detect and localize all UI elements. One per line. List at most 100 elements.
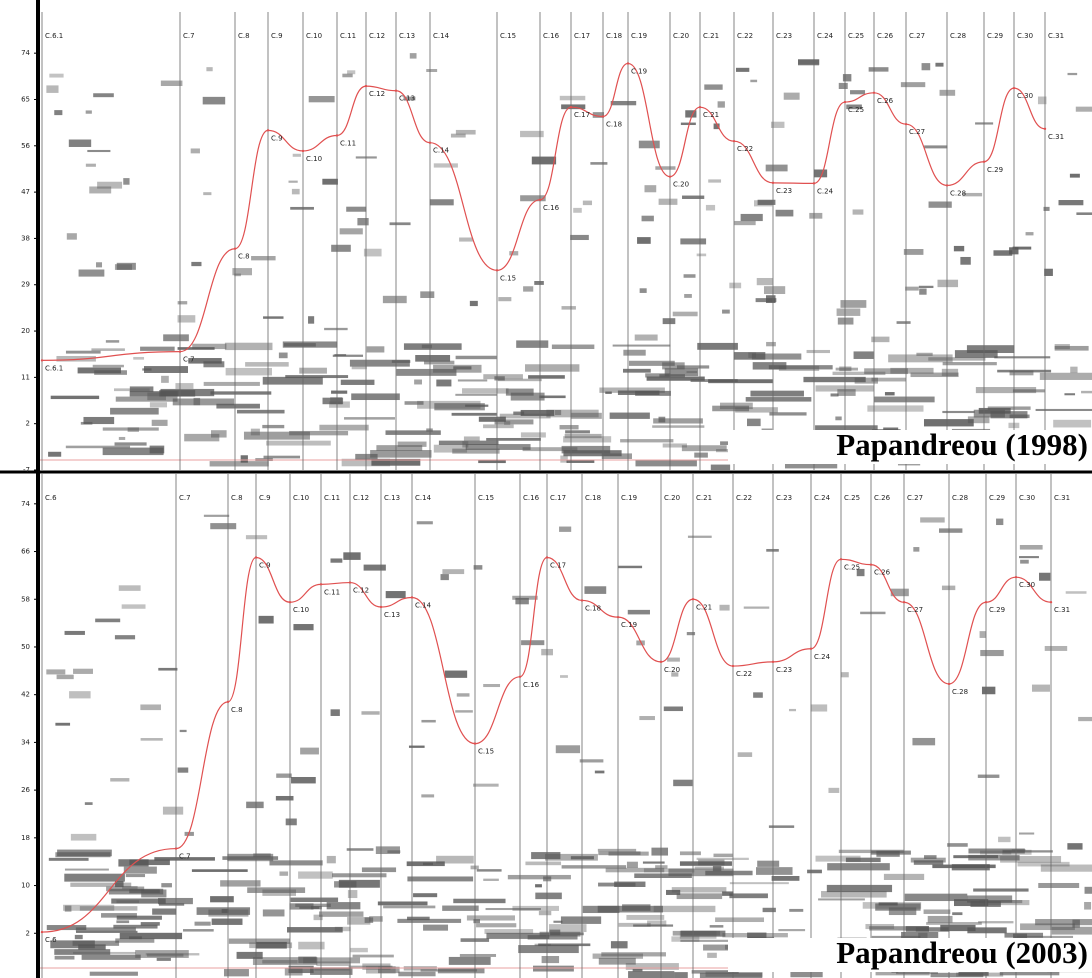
texture [807, 350, 830, 353]
texture [901, 82, 925, 87]
texture [495, 419, 534, 424]
texture [410, 53, 417, 58]
texture [610, 413, 650, 419]
point [699, 106, 701, 108]
texture [680, 931, 717, 939]
point-label: C.22 [736, 670, 752, 678]
texture [1070, 174, 1080, 178]
texture [413, 893, 437, 897]
texture [158, 898, 193, 904]
y-tick-label: 56 [21, 142, 30, 150]
texture [710, 925, 724, 928]
texture [598, 851, 640, 855]
texture [332, 873, 386, 877]
point-label: C.29 [989, 606, 1005, 614]
texture [827, 885, 892, 892]
texture [1020, 545, 1043, 550]
texture [486, 908, 541, 910]
texture [184, 434, 219, 441]
texture [415, 355, 450, 362]
texture [565, 434, 602, 438]
texture [1044, 269, 1053, 276]
point-label: C.16 [543, 204, 560, 212]
texture [1070, 367, 1077, 373]
texture [1045, 646, 1067, 651]
texture [809, 213, 822, 219]
segment-label: C.8 [231, 494, 243, 502]
texture [515, 598, 528, 604]
texture [251, 429, 260, 436]
texture [216, 404, 260, 409]
texture [90, 972, 138, 976]
texture [905, 287, 919, 291]
texture [455, 394, 496, 396]
texture [376, 846, 400, 854]
segment-label: C.7 [179, 494, 191, 502]
texture [319, 911, 363, 916]
texture [86, 110, 92, 113]
texture [386, 591, 406, 598]
texture [397, 919, 461, 923]
texture [560, 425, 579, 429]
texture [324, 328, 348, 330]
texture [561, 916, 601, 924]
segment-label: C.30 [1019, 494, 1035, 502]
texture [1052, 927, 1092, 935]
texture [85, 802, 93, 805]
texture [516, 340, 548, 347]
texture [734, 352, 766, 360]
texture [1038, 883, 1079, 888]
texture [611, 941, 628, 948]
texture [928, 357, 985, 360]
texture [63, 905, 114, 911]
texture [285, 968, 303, 975]
texture [141, 890, 166, 898]
texture [455, 710, 473, 712]
texture [924, 419, 974, 426]
texture [549, 924, 586, 932]
texture [599, 958, 636, 965]
texture [103, 427, 159, 430]
texture [614, 882, 645, 887]
texture [559, 527, 571, 532]
texture [846, 858, 881, 862]
texture [264, 456, 301, 459]
texture [309, 96, 335, 102]
texture [467, 915, 515, 920]
texture [344, 417, 395, 420]
chart-title: Papandreou (2003) [836, 935, 1088, 970]
y-tick-label: 2 [26, 929, 30, 937]
texture [850, 90, 865, 94]
texture [378, 901, 428, 905]
texture [929, 201, 952, 207]
point [692, 598, 694, 600]
texture [421, 720, 435, 723]
texture [645, 185, 657, 192]
texture [76, 927, 136, 931]
texture [152, 420, 168, 426]
point-label: C.31 [1048, 133, 1064, 141]
texture [95, 619, 120, 623]
y-tick-label: 47 [21, 188, 30, 196]
texture [69, 140, 91, 147]
texture [680, 851, 701, 855]
texture [452, 413, 497, 416]
texture [276, 774, 292, 778]
point-label: C.7 [179, 853, 191, 861]
point-label: C.24 [814, 653, 831, 661]
texture [459, 238, 473, 242]
texture [913, 547, 919, 552]
point-label: C.29 [987, 166, 1003, 174]
point [905, 123, 907, 125]
texture [263, 909, 285, 916]
texture [955, 350, 998, 358]
texture [161, 376, 169, 383]
segment-label: C.24 [817, 32, 834, 40]
texture [744, 607, 770, 609]
texture [263, 316, 283, 318]
texture [300, 748, 319, 755]
texture [476, 923, 516, 927]
texture [639, 716, 655, 720]
point-label: C.15 [478, 748, 494, 756]
texture [1020, 560, 1029, 564]
